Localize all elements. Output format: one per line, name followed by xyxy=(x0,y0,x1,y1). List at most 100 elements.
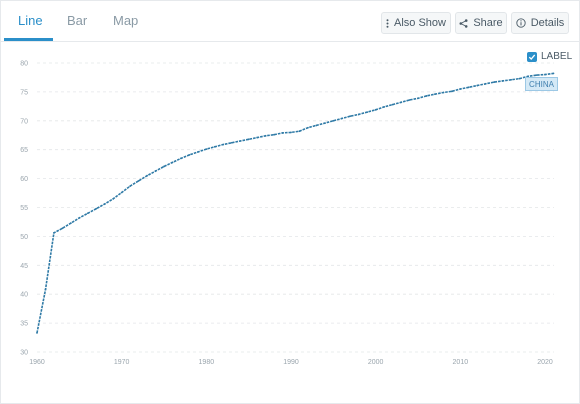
also-show-button[interactable]: Also Show xyxy=(381,12,451,34)
data-point[interactable] xyxy=(298,130,301,133)
y-tick-label: 55 xyxy=(20,205,28,212)
data-point[interactable] xyxy=(256,136,259,139)
y-tick-label: 30 xyxy=(20,350,28,357)
tab-line[interactable]: Line xyxy=(18,13,43,28)
y-tick-label: 70 xyxy=(20,118,28,125)
y-tick-label: 80 xyxy=(20,61,28,68)
tab-bar[interactable]: Bar xyxy=(67,13,88,28)
data-point[interactable] xyxy=(171,161,174,164)
tab-map[interactable]: Map xyxy=(113,13,139,28)
data-point[interactable] xyxy=(205,148,208,151)
data-point[interactable] xyxy=(332,119,335,122)
data-point[interactable] xyxy=(180,157,182,160)
x-tick-label: 2010 xyxy=(453,359,469,366)
data-point[interactable] xyxy=(340,117,343,120)
data-point[interactable] xyxy=(230,141,233,144)
x-tick-label: 1980 xyxy=(199,359,215,366)
data-point[interactable] xyxy=(349,115,352,118)
details-label: Details xyxy=(530,17,565,29)
data-point[interactable] xyxy=(450,90,453,93)
data-point[interactable] xyxy=(86,212,89,215)
data-point[interactable] xyxy=(476,84,479,87)
data-point[interactable] xyxy=(222,143,225,146)
data-point[interactable] xyxy=(213,145,216,148)
data-point[interactable] xyxy=(53,232,55,234)
data-point[interactable] xyxy=(357,113,360,116)
data-point[interactable] xyxy=(459,88,462,90)
data-point[interactable] xyxy=(315,124,318,127)
data-point[interactable] xyxy=(442,91,445,94)
y-tick-label: 35 xyxy=(20,321,28,328)
data-point[interactable] xyxy=(281,132,284,134)
data-point[interactable] xyxy=(196,151,199,153)
data-point[interactable] xyxy=(273,133,275,136)
x-tick-label: 1970 xyxy=(114,359,130,366)
share-button[interactable]: Share xyxy=(455,12,507,34)
y-tick-label: 60 xyxy=(20,176,28,183)
data-point[interactable] xyxy=(36,332,38,334)
info-icon xyxy=(516,18,526,28)
data-point[interactable] xyxy=(247,138,250,141)
data-point[interactable] xyxy=(544,73,546,76)
data-point[interactable] xyxy=(552,72,555,75)
label-checkbox[interactable] xyxy=(527,51,537,62)
data-point[interactable] xyxy=(154,170,157,172)
data-point[interactable] xyxy=(323,122,326,125)
data-point[interactable] xyxy=(239,140,242,142)
data-point[interactable] xyxy=(112,197,115,200)
data-point[interactable] xyxy=(408,99,411,101)
series-line-china[interactable] xyxy=(36,72,554,334)
data-point[interactable] xyxy=(163,165,165,168)
data-point[interactable] xyxy=(374,108,377,111)
active-tab-indicator xyxy=(4,38,53,41)
x-tick-label: 2020 xyxy=(537,359,553,366)
y-tick-label: 50 xyxy=(20,234,28,241)
data-point[interactable] xyxy=(518,77,521,80)
data-point[interactable] xyxy=(391,103,394,106)
data-point[interactable] xyxy=(510,78,513,81)
data-point[interactable] xyxy=(417,97,419,100)
x-tick-label: 1960 xyxy=(29,359,45,366)
also-show-label: Also Show xyxy=(394,17,446,29)
checkmark-icon xyxy=(528,53,536,60)
label-toggle[interactable]: LABEL xyxy=(527,51,572,62)
data-point[interactable] xyxy=(484,82,487,85)
data-point[interactable] xyxy=(78,217,81,219)
data-point[interactable] xyxy=(400,101,402,104)
share-icon xyxy=(459,18,468,28)
data-point[interactable] xyxy=(188,154,191,156)
chart-type-tabs: Line Bar Map Also Show Share Details xyxy=(1,1,579,42)
data-point[interactable] xyxy=(44,288,47,291)
series-label-china: CHINA xyxy=(525,77,558,91)
data-point[interactable] xyxy=(383,106,386,108)
data-point[interactable] xyxy=(467,86,470,89)
data-point[interactable] xyxy=(146,174,148,177)
data-point[interactable] xyxy=(535,74,538,77)
data-point[interactable] xyxy=(527,75,529,78)
data-point[interactable] xyxy=(95,207,98,210)
x-tick-label: 2000 xyxy=(368,359,384,366)
data-point[interactable] xyxy=(366,111,369,114)
share-label: Share xyxy=(473,17,503,29)
data-point[interactable] xyxy=(290,131,292,134)
data-point[interactable] xyxy=(493,81,496,83)
data-point[interactable] xyxy=(425,95,428,97)
data-point[interactable] xyxy=(69,222,72,225)
data-point[interactable] xyxy=(103,203,106,205)
y-tick-label: 40 xyxy=(20,292,28,299)
data-point[interactable] xyxy=(434,93,436,96)
data-point[interactable] xyxy=(264,134,267,137)
details-button[interactable]: Details xyxy=(511,12,569,34)
vertical-dots-icon xyxy=(386,18,389,28)
x-tick-label: 1990 xyxy=(283,359,299,366)
label-toggle-text: LABEL xyxy=(541,51,573,62)
data-point[interactable] xyxy=(307,126,309,129)
data-point[interactable] xyxy=(129,185,132,188)
data-point[interactable] xyxy=(61,227,64,230)
data-point[interactable] xyxy=(120,191,123,194)
data-point[interactable] xyxy=(501,80,504,82)
y-tick-label: 45 xyxy=(20,263,28,270)
data-point[interactable] xyxy=(137,180,140,182)
